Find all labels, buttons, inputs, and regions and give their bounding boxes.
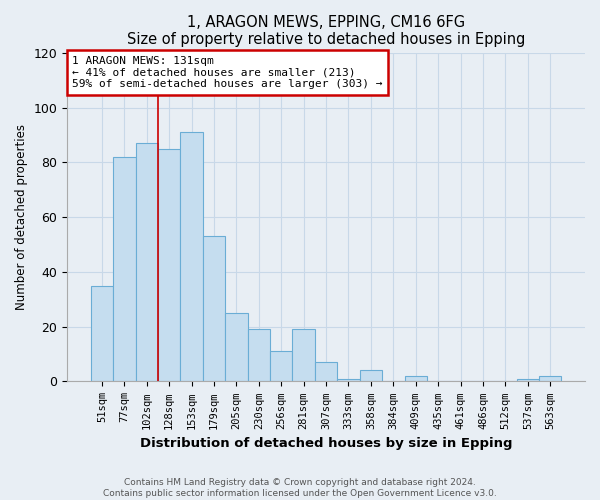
Bar [248, 330, 270, 382]
X-axis label: Distribution of detached houses by size in Epping: Distribution of detached houses by size … [140, 437, 512, 450]
Title: 1, ARAGON MEWS, EPPING, CM16 6FG
Size of property relative to detached houses in: 1, ARAGON MEWS, EPPING, CM16 6FG Size of… [127, 15, 525, 48]
Bar [337, 378, 360, 382]
Bar [517, 378, 539, 382]
Bar [91, 286, 113, 382]
Bar [539, 376, 562, 382]
Bar [315, 362, 337, 382]
Bar [113, 157, 136, 382]
Y-axis label: Number of detached properties: Number of detached properties [15, 124, 28, 310]
Bar [181, 132, 203, 382]
Bar [292, 330, 315, 382]
Bar [136, 143, 158, 382]
Bar [225, 313, 248, 382]
Bar [404, 376, 427, 382]
Bar [158, 148, 181, 382]
Text: 1 ARAGON MEWS: 131sqm
← 41% of detached houses are smaller (213)
59% of semi-det: 1 ARAGON MEWS: 131sqm ← 41% of detached … [73, 56, 383, 89]
Bar [360, 370, 382, 382]
Bar [270, 352, 292, 382]
Text: Contains HM Land Registry data © Crown copyright and database right 2024.
Contai: Contains HM Land Registry data © Crown c… [103, 478, 497, 498]
Bar [203, 236, 225, 382]
